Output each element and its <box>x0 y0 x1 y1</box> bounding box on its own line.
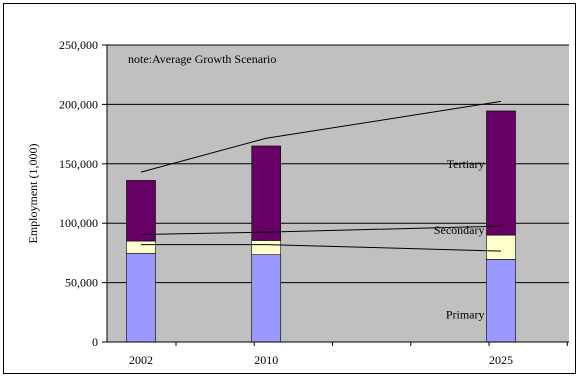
chart-svg: note:Average Growth Scenario Employment … <box>3 3 576 374</box>
note-annotation: note:Average Growth Scenario <box>128 52 276 66</box>
chart-frame: note:Average Growth Scenario Employment … <box>3 3 576 374</box>
bar-segment-primary <box>486 259 516 343</box>
y-tick-label: 200,000 <box>59 97 98 111</box>
x-tick-label: 2002 <box>129 353 153 367</box>
x-tick-label: 2025 <box>489 353 513 367</box>
trend-line <box>141 244 502 252</box>
bar-segment-primary <box>251 254 282 343</box>
series-label-secondary: Secondary <box>434 223 485 237</box>
series-label-primary: Primary <box>446 308 485 322</box>
axes <box>102 44 569 346</box>
series-label-tertiary: Tertiary <box>447 157 485 171</box>
y-tick-label: 250,000 <box>59 38 98 52</box>
trend-line <box>140 100 502 173</box>
bar-segment-primary <box>126 253 156 343</box>
bar-segment-tertiary <box>486 110 516 236</box>
bar-segment-secondary <box>251 240 282 255</box>
bar-segment-secondary <box>486 234 516 260</box>
x-tick-label: 2010 <box>254 353 278 367</box>
trend-line <box>140 225 502 235</box>
trend-lines <box>140 100 502 252</box>
bar-segment-secondary <box>126 240 156 254</box>
y-tick-label: 100,000 <box>59 216 98 230</box>
bar-segment-tertiary <box>126 180 156 242</box>
y-tick-label: 50,000 <box>65 276 98 290</box>
y-axis-title: Employment (1,000) <box>26 144 40 244</box>
y-tick-label: 150,000 <box>59 157 98 171</box>
bars <box>126 110 516 343</box>
labels: note:Average Growth Scenario Employment … <box>26 38 513 367</box>
bar-segment-tertiary <box>251 145 282 241</box>
y-tick-label: 0 <box>92 335 98 349</box>
